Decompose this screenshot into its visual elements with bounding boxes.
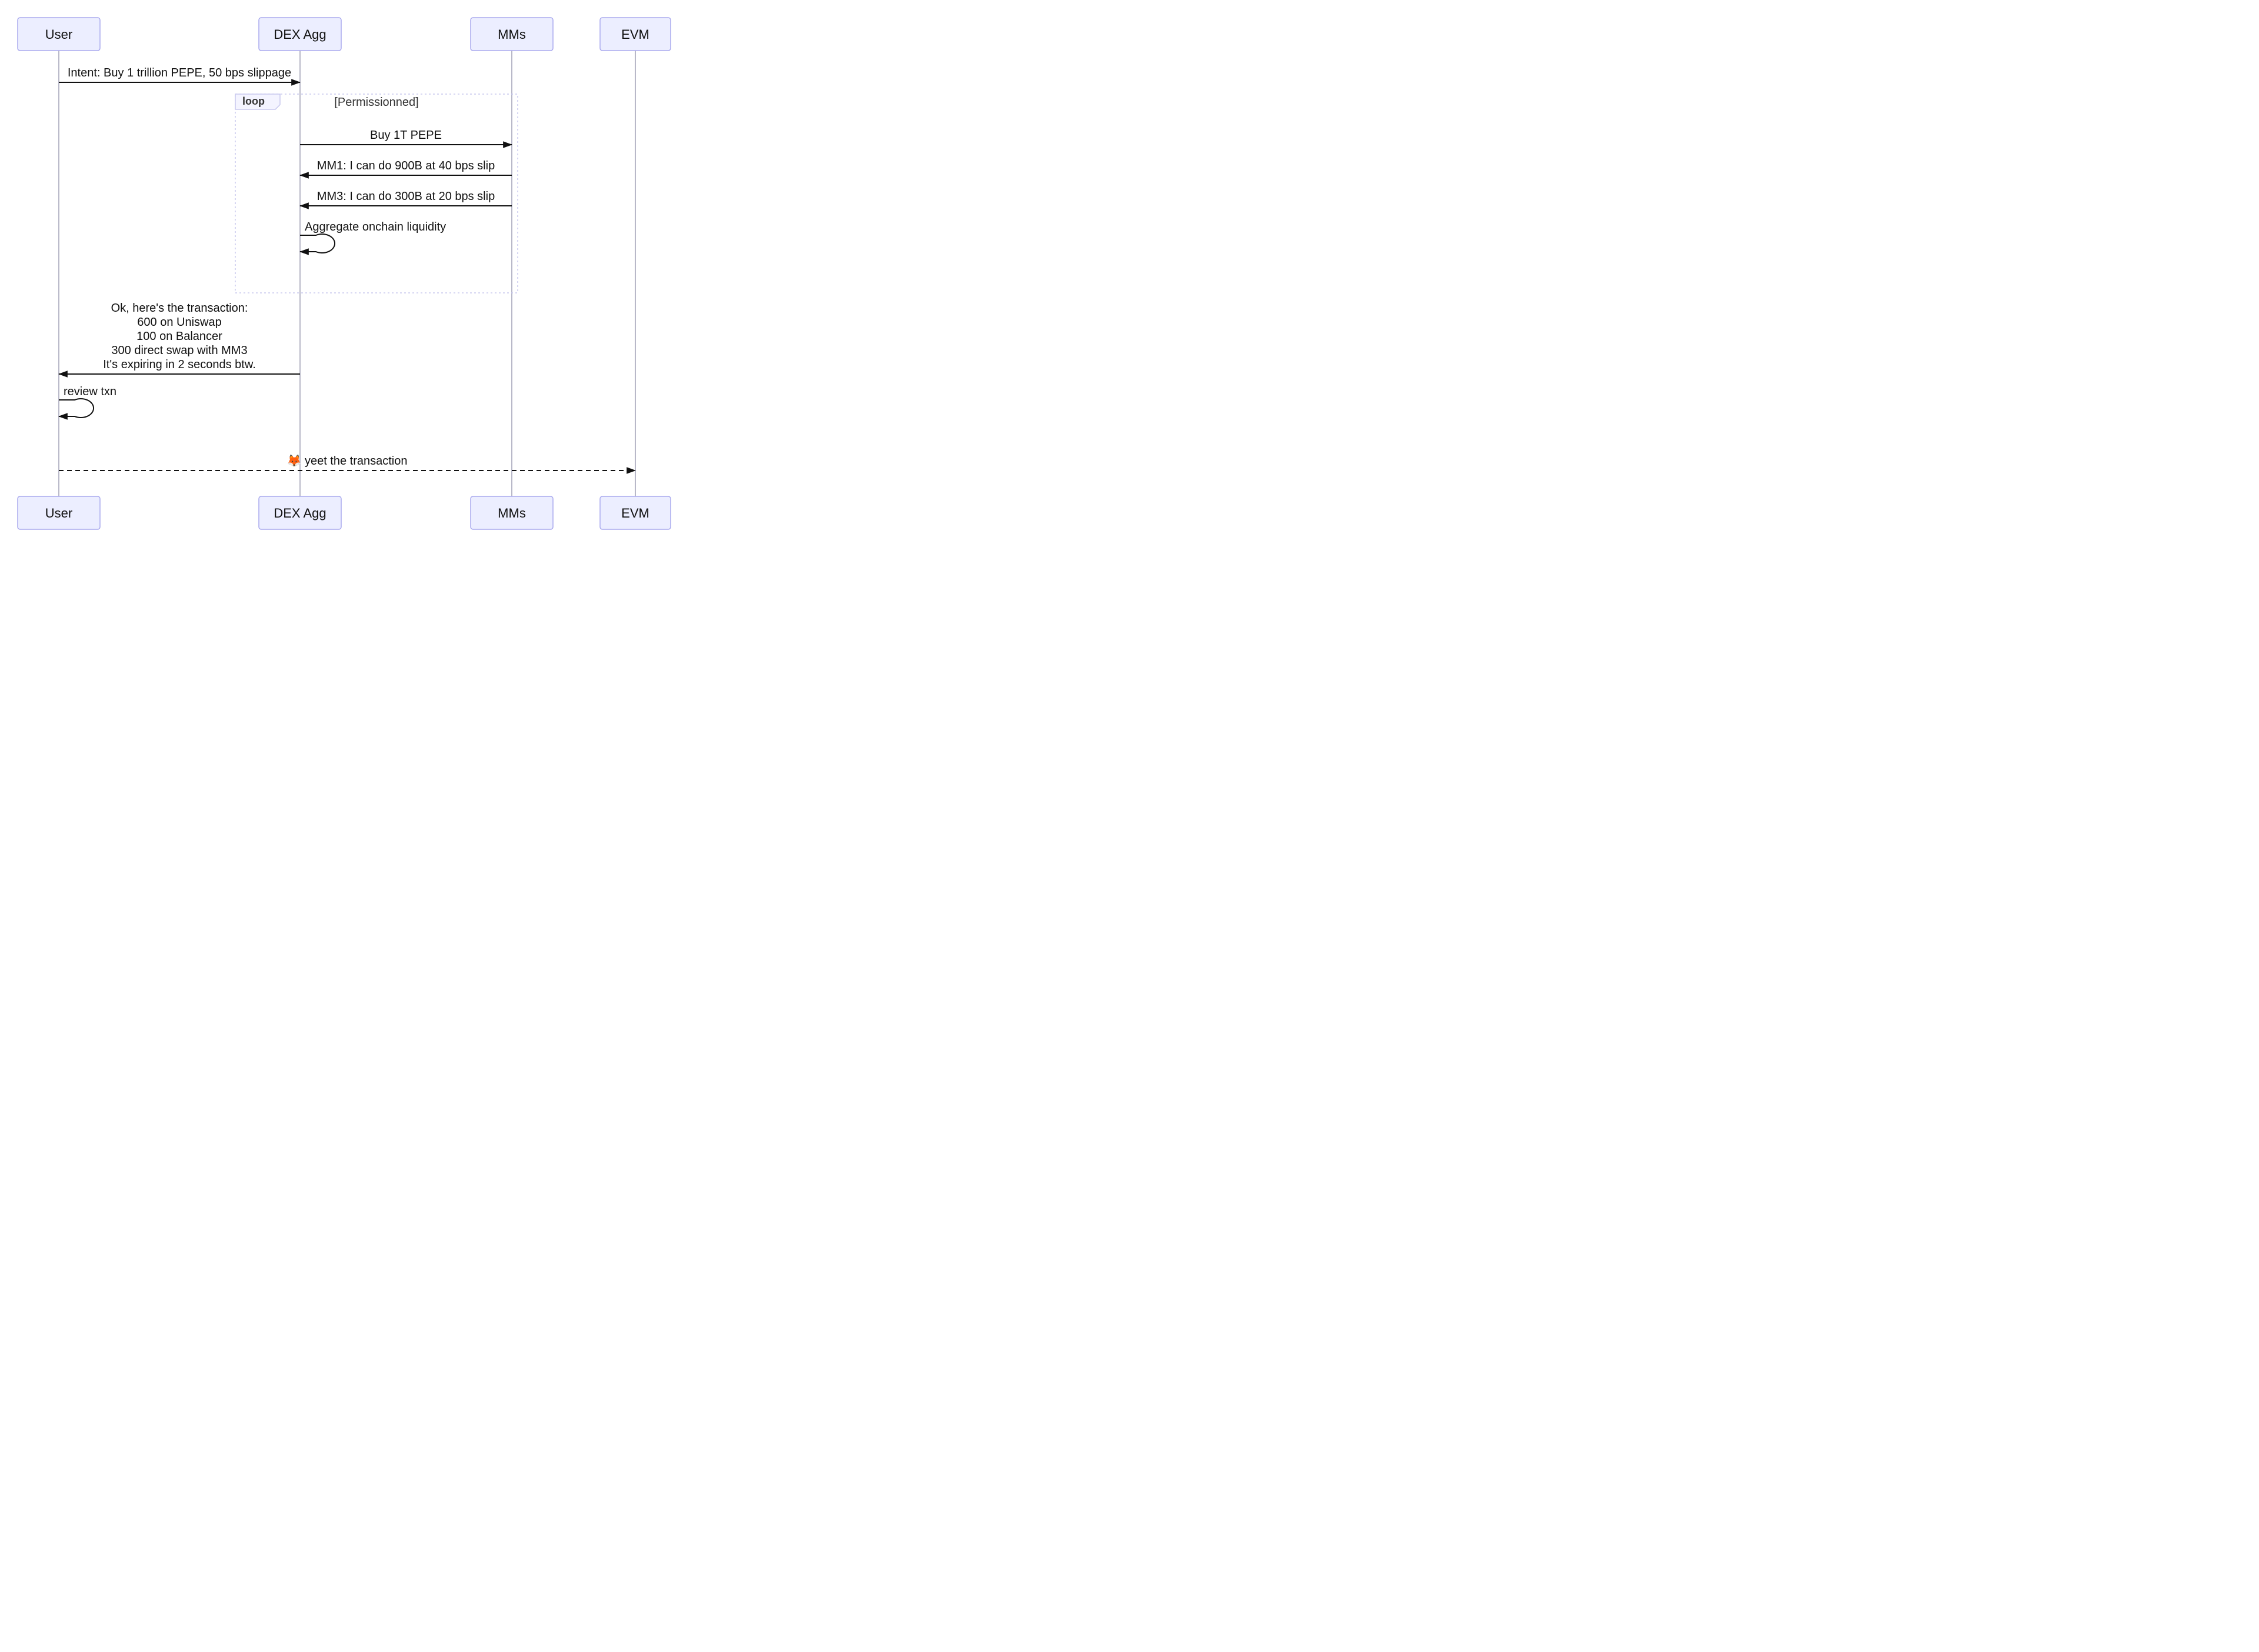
svg-text:🦊 yeet the transaction: 🦊 yeet the transaction <box>286 454 407 468</box>
svg-text:DEX Agg: DEX Agg <box>274 27 326 42</box>
sequence-diagram: User DEX Agg MMs EVM loop [Permissionned] Inte… <box>0 0 2259 550</box>
svg-text:DEX Agg: DEX Agg <box>274 506 326 520</box>
svg-text:600 on Uniswap: 600 on Uniswap <box>137 316 221 329</box>
svg-text:loop: loop <box>242 95 265 107</box>
svg-text:MM3: I can do 300B at 20 bps s: MM3: I can do 300B at 20 bps slip <box>317 190 495 203</box>
svg-text:It's expiring in 2 seconds btw: It's expiring in 2 seconds btw. <box>103 358 256 371</box>
svg-text:User: User <box>45 506 72 520</box>
svg-text:MM1: I can do 900B at 40 bps s: MM1: I can do 900B at 40 bps slip <box>317 159 495 172</box>
svg-text:MMs: MMs <box>498 27 526 42</box>
svg-text:Buy 1T PEPE: Buy 1T PEPE <box>370 129 442 142</box>
svg-text:Intent: Buy 1 trillion PEPE, 5: Intent: Buy 1 trillion PEPE, 50 bps slip… <box>68 66 291 79</box>
svg-text:Ok, here's the transaction:: Ok, here's the transaction: <box>111 302 248 315</box>
svg-text:300 direct swap with MM3: 300 direct swap with MM3 <box>111 344 247 357</box>
svg-text:User: User <box>45 27 72 42</box>
svg-text:Aggregate onchain liquidity: Aggregate onchain liquidity <box>305 221 446 233</box>
svg-text:EVM: EVM <box>621 506 649 520</box>
svg-text:review txn: review txn <box>64 385 116 398</box>
svg-text:[Permissionned]: [Permissionned] <box>334 96 418 109</box>
svg-text:100 on Balancer: 100 on Balancer <box>136 330 222 343</box>
svg-text:MMs: MMs <box>498 506 526 520</box>
svg-text:EVM: EVM <box>621 27 649 42</box>
